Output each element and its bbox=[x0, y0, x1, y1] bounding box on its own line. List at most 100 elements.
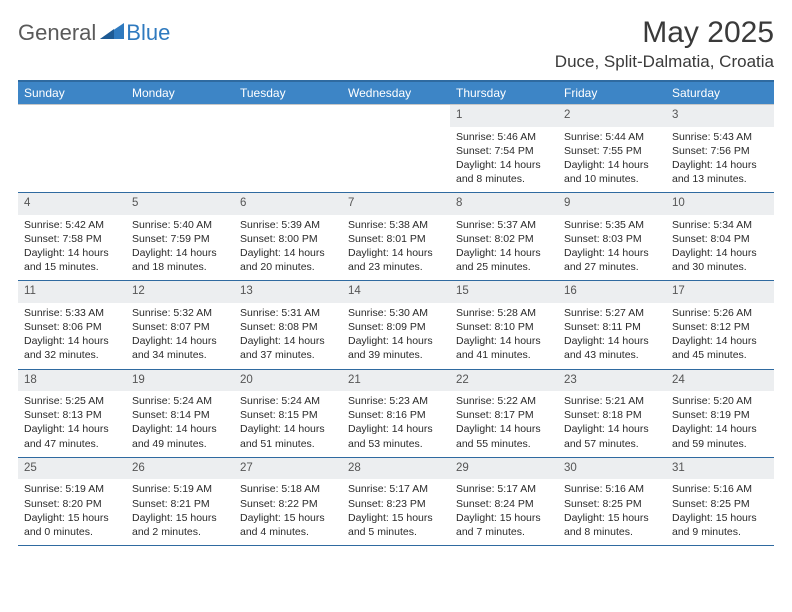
day-number-cell: 13 bbox=[234, 281, 342, 303]
day-detail-cell: Sunrise: 5:26 AMSunset: 8:12 PMDaylight:… bbox=[666, 303, 774, 369]
daynum-row: 45678910 bbox=[18, 193, 774, 215]
daylight-text: Daylight: 15 hours bbox=[240, 511, 336, 525]
day-detail-cell: Sunrise: 5:16 AMSunset: 8:25 PMDaylight:… bbox=[666, 479, 774, 545]
daylight-text: Daylight: 15 hours bbox=[456, 511, 552, 525]
sunset-text: Sunset: 8:25 PM bbox=[672, 497, 768, 511]
daylight-text: and 49 minutes. bbox=[132, 437, 228, 451]
day-number-cell: 25 bbox=[18, 457, 126, 479]
daylight-text: Daylight: 14 hours bbox=[132, 422, 228, 436]
daylight-text: and 23 minutes. bbox=[348, 260, 444, 274]
daylight-text: Daylight: 14 hours bbox=[240, 334, 336, 348]
sunset-text: Sunset: 8:01 PM bbox=[348, 232, 444, 246]
day-detail-cell: Sunrise: 5:30 AMSunset: 8:09 PMDaylight:… bbox=[342, 303, 450, 369]
month-title: May 2025 bbox=[555, 16, 774, 50]
daylight-text: and 34 minutes. bbox=[132, 348, 228, 362]
day-number-cell: 26 bbox=[126, 457, 234, 479]
daylight-text: Daylight: 14 hours bbox=[672, 246, 768, 260]
sunset-text: Sunset: 8:22 PM bbox=[240, 497, 336, 511]
daylight-text: Daylight: 14 hours bbox=[348, 334, 444, 348]
sunrise-text: Sunrise: 5:21 AM bbox=[564, 394, 660, 408]
sunset-text: Sunset: 7:55 PM bbox=[564, 144, 660, 158]
sunset-text: Sunset: 8:03 PM bbox=[564, 232, 660, 246]
day-detail-cell: Sunrise: 5:16 AMSunset: 8:25 PMDaylight:… bbox=[558, 479, 666, 545]
sunset-text: Sunset: 8:08 PM bbox=[240, 320, 336, 334]
sunset-text: Sunset: 8:16 PM bbox=[348, 408, 444, 422]
brand-general: General bbox=[18, 20, 96, 46]
daylight-text: and 4 minutes. bbox=[240, 525, 336, 539]
daylight-text: and 53 minutes. bbox=[348, 437, 444, 451]
day-detail-cell: Sunrise: 5:32 AMSunset: 8:07 PMDaylight:… bbox=[126, 303, 234, 369]
day-number-cell: 16 bbox=[558, 281, 666, 303]
day-detail-cell: Sunrise: 5:23 AMSunset: 8:16 PMDaylight:… bbox=[342, 391, 450, 457]
page-header: General Blue May 2025 Duce, Split-Dalmat… bbox=[18, 16, 774, 72]
daylight-text: Daylight: 15 hours bbox=[564, 511, 660, 525]
daylight-text: Daylight: 14 hours bbox=[672, 158, 768, 172]
day-number-cell: 21 bbox=[342, 369, 450, 391]
detail-row: Sunrise: 5:25 AMSunset: 8:13 PMDaylight:… bbox=[18, 391, 774, 457]
daylight-text: and 7 minutes. bbox=[456, 525, 552, 539]
sunset-text: Sunset: 8:25 PM bbox=[564, 497, 660, 511]
day-number-cell bbox=[342, 105, 450, 127]
day-number-cell: 14 bbox=[342, 281, 450, 303]
day-number-cell: 27 bbox=[234, 457, 342, 479]
day-number-cell: 31 bbox=[666, 457, 774, 479]
sunset-text: Sunset: 8:19 PM bbox=[672, 408, 768, 422]
day-number-cell bbox=[234, 105, 342, 127]
day-detail-cell: Sunrise: 5:37 AMSunset: 8:02 PMDaylight:… bbox=[450, 215, 558, 281]
daylight-text: Daylight: 14 hours bbox=[564, 334, 660, 348]
day-number-cell: 4 bbox=[18, 193, 126, 215]
sunrise-text: Sunrise: 5:20 AM bbox=[672, 394, 768, 408]
daylight-text: and 5 minutes. bbox=[348, 525, 444, 539]
daylight-text: and 30 minutes. bbox=[672, 260, 768, 274]
daylight-text: and 10 minutes. bbox=[564, 172, 660, 186]
sunrise-text: Sunrise: 5:25 AM bbox=[24, 394, 120, 408]
daylight-text: and 20 minutes. bbox=[240, 260, 336, 274]
daylight-text: Daylight: 14 hours bbox=[456, 158, 552, 172]
sunrise-text: Sunrise: 5:19 AM bbox=[132, 482, 228, 496]
day-number-cell: 18 bbox=[18, 369, 126, 391]
daynum-row: 123 bbox=[18, 105, 774, 127]
sunset-text: Sunset: 7:54 PM bbox=[456, 144, 552, 158]
daylight-text: Daylight: 14 hours bbox=[564, 158, 660, 172]
sunset-text: Sunset: 8:15 PM bbox=[240, 408, 336, 422]
day-number-cell: 7 bbox=[342, 193, 450, 215]
sunrise-text: Sunrise: 5:22 AM bbox=[456, 394, 552, 408]
day-detail-cell: Sunrise: 5:44 AMSunset: 7:55 PMDaylight:… bbox=[558, 127, 666, 193]
sunrise-text: Sunrise: 5:42 AM bbox=[24, 218, 120, 232]
day-number-cell: 15 bbox=[450, 281, 558, 303]
sunrise-text: Sunrise: 5:44 AM bbox=[564, 130, 660, 144]
day-number-cell bbox=[126, 105, 234, 127]
day-detail-cell: Sunrise: 5:42 AMSunset: 7:58 PMDaylight:… bbox=[18, 215, 126, 281]
sunrise-text: Sunrise: 5:16 AM bbox=[564, 482, 660, 496]
day-detail-cell: Sunrise: 5:38 AMSunset: 8:01 PMDaylight:… bbox=[342, 215, 450, 281]
sunrise-text: Sunrise: 5:43 AM bbox=[672, 130, 768, 144]
day-detail-cell: Sunrise: 5:24 AMSunset: 8:15 PMDaylight:… bbox=[234, 391, 342, 457]
day-detail-cell: Sunrise: 5:17 AMSunset: 8:23 PMDaylight:… bbox=[342, 479, 450, 545]
daylight-text: Daylight: 14 hours bbox=[456, 334, 552, 348]
day-detail-cell: Sunrise: 5:46 AMSunset: 7:54 PMDaylight:… bbox=[450, 127, 558, 193]
day-detail-cell: Sunrise: 5:33 AMSunset: 8:06 PMDaylight:… bbox=[18, 303, 126, 369]
sunrise-text: Sunrise: 5:32 AM bbox=[132, 306, 228, 320]
day-number-cell: 22 bbox=[450, 369, 558, 391]
sunset-text: Sunset: 8:00 PM bbox=[240, 232, 336, 246]
daylight-text: Daylight: 14 hours bbox=[132, 246, 228, 260]
daylight-text: and 41 minutes. bbox=[456, 348, 552, 362]
sunrise-text: Sunrise: 5:17 AM bbox=[456, 482, 552, 496]
brand-triangle-icon bbox=[100, 21, 124, 46]
sunrise-text: Sunrise: 5:33 AM bbox=[24, 306, 120, 320]
day-detail-cell: Sunrise: 5:18 AMSunset: 8:22 PMDaylight:… bbox=[234, 479, 342, 545]
daylight-text: Daylight: 14 hours bbox=[348, 422, 444, 436]
daylight-text: and 8 minutes. bbox=[564, 525, 660, 539]
daylight-text: and 25 minutes. bbox=[456, 260, 552, 274]
sunset-text: Sunset: 8:18 PM bbox=[564, 408, 660, 422]
sunset-text: Sunset: 7:59 PM bbox=[132, 232, 228, 246]
sunrise-text: Sunrise: 5:24 AM bbox=[240, 394, 336, 408]
daylight-text: and 45 minutes. bbox=[672, 348, 768, 362]
daylight-text: and 47 minutes. bbox=[24, 437, 120, 451]
day-number-cell: 24 bbox=[666, 369, 774, 391]
calendar-table: Sunday Monday Tuesday Wednesday Thursday… bbox=[18, 80, 774, 546]
sunset-text: Sunset: 8:17 PM bbox=[456, 408, 552, 422]
day-number-cell: 10 bbox=[666, 193, 774, 215]
daynum-row: 18192021222324 bbox=[18, 369, 774, 391]
daylight-text: Daylight: 14 hours bbox=[456, 422, 552, 436]
